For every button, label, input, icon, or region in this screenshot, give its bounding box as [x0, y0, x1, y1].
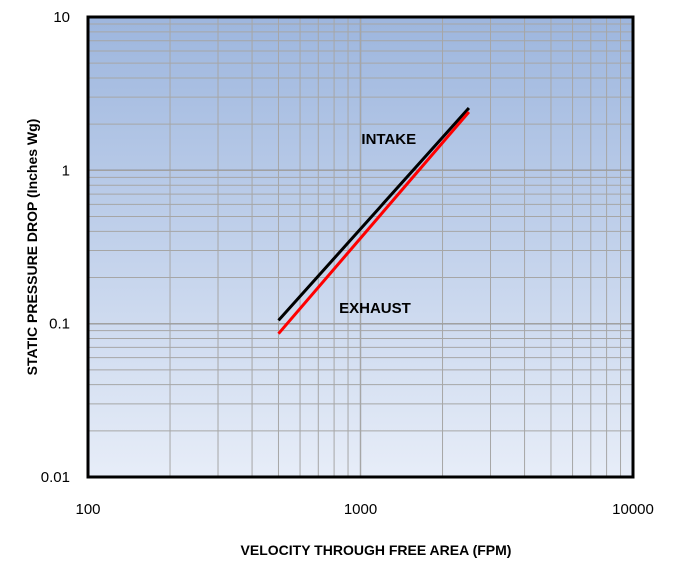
annotation-intake: INTAKE [361, 131, 416, 148]
y-tick-labels: 0.01 0.1 1 10 [41, 9, 70, 486]
series-line-exhaust [277, 111, 471, 335]
y-tick-label: 0.1 [49, 316, 70, 333]
y-tick-label: 0.01 [41, 469, 70, 486]
x-tick-labels: 100 1000 10000 [75, 501, 653, 518]
y-tick-label: 10 [53, 9, 70, 26]
series-line-intake [277, 106, 471, 322]
x-tick-label: 100 [75, 501, 100, 518]
y-axis-title: STATIC PRESSURE DROP (Inches Wg) [24, 119, 40, 376]
x-tick-label: 1000 [344, 501, 377, 518]
annotations: INTAKE EXHAUST [339, 131, 416, 317]
annotation-exhaust: EXHAUST [339, 300, 411, 317]
grid [88, 17, 633, 477]
x-axis-title: VELOCITY THROUGH FREE AREA (FPM) [241, 542, 512, 558]
series-layer [277, 106, 471, 335]
y-tick-label: 1 [62, 162, 70, 179]
x-tick-label: 10000 [612, 501, 654, 518]
plot-border [86, 15, 635, 479]
